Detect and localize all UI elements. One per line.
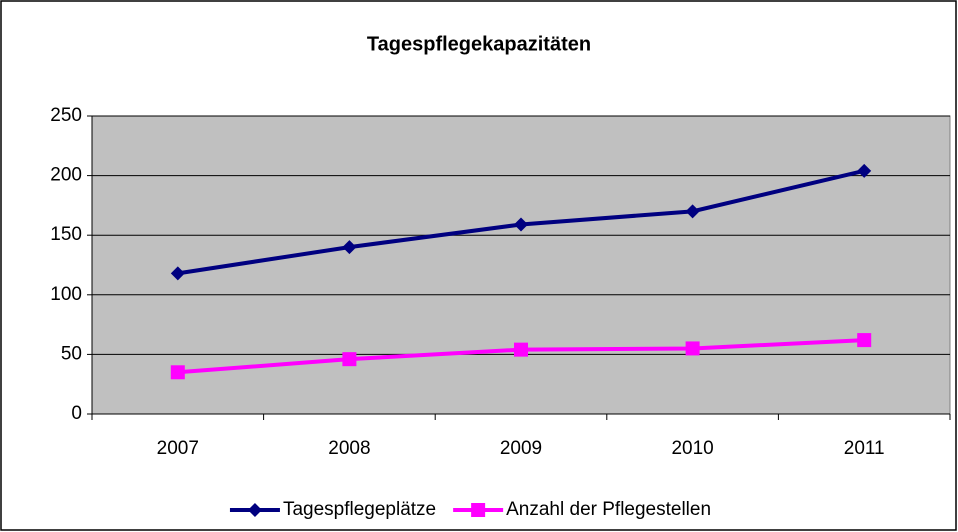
x-tick-label: 2011 (844, 438, 885, 459)
data-point (170, 266, 185, 281)
data-point (685, 341, 700, 356)
legend-marker (471, 503, 486, 517)
legend-label: Tagespflegeplätze (283, 499, 436, 520)
legend-marker (247, 503, 262, 517)
y-tick-label: 150 (50, 224, 82, 245)
x-tick-label: 2007 (157, 438, 199, 459)
x-tick-label: 2010 (671, 438, 713, 459)
x-tick-label: 2009 (500, 438, 542, 459)
y-tick-label: 0 (71, 403, 82, 424)
data-point (342, 240, 357, 255)
legend-label: Anzahl der Pflegestellen (506, 499, 711, 520)
data-point (514, 342, 528, 357)
data-point (514, 217, 528, 232)
y-tick-label: 50 (61, 343, 82, 364)
y-tick-label: 250 (50, 105, 82, 126)
data-point (685, 204, 700, 219)
x-tick-label: 2008 (328, 438, 370, 459)
data-point (342, 352, 357, 367)
chart-title: Tagespflegekapazitäten (367, 33, 591, 55)
data-point (857, 163, 872, 178)
data-point (170, 365, 185, 380)
y-tick-label: 100 (50, 284, 82, 305)
data-point (857, 333, 872, 348)
y-tick-label: 200 (50, 165, 82, 186)
